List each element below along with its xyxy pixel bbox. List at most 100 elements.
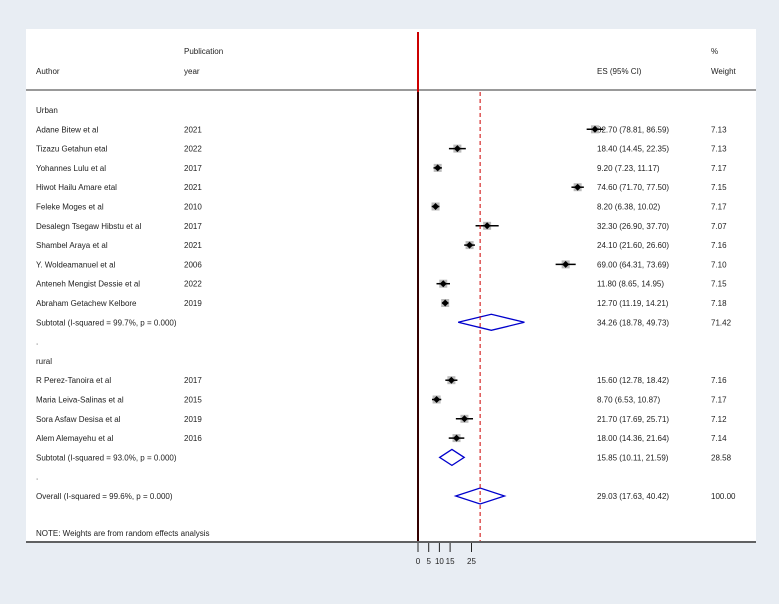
study-weight: 7.14 (711, 434, 727, 443)
study-author: Abraham Getachew Kelbore (36, 299, 137, 308)
subtotal-es-ci: 15.85 (10.11, 21.59) (597, 453, 669, 462)
header-year-line2: year (184, 67, 200, 76)
study-weight: 7.13 (711, 125, 727, 134)
study-point (432, 203, 440, 210)
overall-label: Overall (I-squared = 99.6%, p = 0.000) (36, 492, 173, 501)
subtotal-label: Subtotal (I-squared = 99.7%, p = 0.000) (36, 318, 177, 327)
header-weight-line2: Weight (711, 67, 737, 76)
study-point (447, 376, 455, 384)
x-tick-label: 10 (435, 557, 444, 566)
x-tick-label: 0 (416, 557, 421, 566)
study-author: Shambel Araya et al (36, 241, 108, 250)
subtotal-weight: 28.58 (711, 453, 732, 462)
study-author: Anteneh Mengist Dessie et al (36, 280, 140, 289)
study-author: Sora Asfaw Desisa et al (36, 415, 121, 424)
study-es-ci: 24.10 (21.60, 26.60) (597, 241, 669, 250)
subtotal-es-ci: 34.26 (18.78, 49.73) (597, 318, 669, 327)
study-point (483, 222, 491, 230)
study-weight: 7.17 (711, 164, 727, 173)
x-tick-label: 25 (467, 557, 476, 566)
group-label: rural (36, 357, 52, 366)
study-es-ci: 21.70 (17.69, 25.71) (597, 415, 669, 424)
study-year: 2006 (184, 260, 202, 269)
study-es-ci: 69.00 (64.31, 73.69) (597, 260, 669, 269)
study-year: 2021 (184, 183, 202, 192)
study-author: Y. Woldeamanuel et al (36, 260, 116, 269)
group-label: Urban (36, 106, 58, 115)
x-tick-label: 15 (446, 557, 455, 566)
study-author: Desalegn Tsegaw Hibstu et al (36, 222, 141, 231)
study-weight: 7.10 (711, 260, 727, 269)
study-point (562, 260, 570, 268)
header-weight-line1: % (711, 47, 718, 56)
study-weight: 7.07 (711, 222, 727, 231)
study-es-ci: 18.40 (14.45, 22.35) (597, 145, 669, 154)
subtotal-diamond (438, 448, 466, 467)
study-es-ci: 15.60 (12.78, 18.42) (597, 376, 669, 385)
study-weight: 7.16 (711, 241, 727, 250)
plot-panel (26, 29, 756, 541)
study-weight: 7.18 (711, 299, 727, 308)
study-author: Alem Alemayehu et al (36, 434, 114, 443)
overall-diamond (453, 487, 507, 505)
study-author: Hiwot Hailu Amare etal (36, 183, 117, 192)
study-year: 2017 (184, 222, 202, 231)
study-point (460, 415, 468, 423)
study-es-ci: 8.70 (6.53, 10.87) (597, 396, 660, 405)
study-es-ci: 82.70 (78.81, 86.59) (597, 125, 669, 134)
spacer-dot: . (36, 338, 38, 347)
study-weight: 7.15 (711, 280, 727, 289)
header-year-line1: Publication (184, 47, 223, 56)
study-year: 2017 (184, 376, 202, 385)
study-es-ci: 12.70 (11.19, 14.21) (597, 299, 669, 308)
study-es-ci: 8.20 (6.38, 10.02) (597, 203, 660, 212)
study-author: Feleke Moges et al (36, 203, 104, 212)
x-tick-label: 5 (426, 557, 431, 566)
study-es-ci: 74.60 (71.70, 77.50) (597, 183, 669, 192)
study-point (453, 434, 461, 442)
study-weight: 7.16 (711, 376, 727, 385)
subtotal-weight: 71.42 (711, 318, 732, 327)
study-author: R Perez-Tanoira et al (36, 376, 111, 385)
overall-weight: 100.00 (711, 492, 736, 501)
study-year: 2021 (184, 125, 202, 134)
study-weight: 7.17 (711, 203, 727, 212)
study-es-ci: 9.20 (7.23, 11.17) (597, 164, 660, 173)
subtotal-label: Subtotal (I-squared = 93.0%, p = 0.000) (36, 453, 177, 462)
study-year: 2022 (184, 145, 202, 154)
study-year: 2021 (184, 241, 202, 250)
study-point (433, 396, 441, 403)
study-weight: 7.17 (711, 396, 727, 405)
study-author: Tizazu Getahun etal (36, 145, 108, 154)
study-author: Adane Bitew et al (36, 125, 98, 134)
weights-note: NOTE: Weights are from random effects an… (36, 529, 210, 538)
header-author: Author (36, 67, 60, 76)
study-point (441, 299, 449, 307)
study-author: Yohannes Lulu et al (36, 164, 106, 173)
study-es-ci: 32.30 (26.90, 37.70) (597, 222, 669, 231)
study-point (434, 164, 442, 172)
study-point (574, 183, 582, 191)
study-year: 2019 (184, 415, 202, 424)
study-year: 2017 (184, 164, 202, 173)
study-year: 2015 (184, 396, 202, 405)
study-es-ci: 18.00 (14.36, 21.64) (597, 434, 669, 443)
study-weight: 7.15 (711, 183, 727, 192)
overall-es-ci: 29.03 (17.63, 40.42) (597, 492, 669, 501)
study-point (466, 241, 474, 249)
study-point (591, 125, 599, 133)
study-point (453, 145, 461, 153)
study-author: Maria Leiva-Salinas et al (36, 396, 124, 405)
study-es-ci: 11.80 (8.65, 14.95) (597, 280, 664, 289)
study-year: 2010 (184, 203, 202, 212)
study-weight: 7.13 (711, 145, 727, 154)
header-es: ES (95% CI) (597, 67, 642, 76)
study-year: 2016 (184, 434, 202, 443)
rows-layer: Urban Adane Bitew et al 2021 82.70 (78.81, … (36, 32, 736, 541)
study-point (439, 280, 447, 288)
study-year: 2022 (184, 280, 202, 289)
study-year: 2019 (184, 299, 202, 308)
study-weight: 7.12 (711, 415, 727, 424)
x-axis: 0 5 10 15 25 (416, 543, 476, 566)
